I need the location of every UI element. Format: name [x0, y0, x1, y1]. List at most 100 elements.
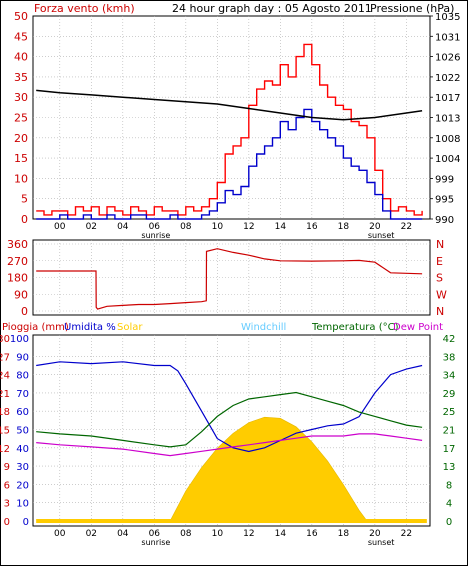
- pressure-tick-label: 1017: [435, 93, 460, 104]
- wind-x-tick-label: 12: [243, 222, 254, 232]
- temperature-tick-label: 25: [443, 407, 456, 418]
- wind-x-tick-label: 00: [54, 222, 66, 232]
- temperature-tick-label: 34: [443, 371, 456, 382]
- sunset-label-bottom: sunset: [368, 538, 395, 547]
- temperature-tick-label: 38: [443, 352, 456, 363]
- pressure-axis-label: Pressione (hPa): [370, 2, 454, 15]
- pressure-line: [36, 89, 423, 121]
- wind-pressure-panel: Forza vento (kmh) 24 hour graph day : 05…: [14, 2, 460, 240]
- wind-direction-line: [36, 248, 423, 310]
- temperature-tick-label: 42: [443, 334, 456, 345]
- dewpoint-axis-label: Dew Point: [393, 322, 443, 333]
- wind-x-tick-label: 04: [117, 222, 129, 232]
- direction-letter: N: [436, 238, 444, 251]
- pressure-axis-ticks: 990 995 999 1004 1008 1013 1017 1022 1026 1031 103…: [430, 12, 460, 226]
- direction-series: [36, 248, 423, 310]
- wind-x-tick-label: 08: [180, 222, 192, 232]
- humidity-tick-label: 10: [16, 499, 29, 510]
- climate-x-tick-label: 12: [243, 529, 254, 539]
- rain-tick-label: 27: [0, 352, 10, 363]
- climate-x-tick-label: 18: [338, 529, 350, 539]
- sunrise-label-bottom: sunrise: [141, 538, 170, 547]
- wind-x-tick-label: 06: [149, 222, 161, 232]
- pressure-tick-label: 1035: [435, 12, 460, 23]
- rain-tick-label: 3: [4, 499, 10, 510]
- direction-letter: W: [436, 288, 447, 301]
- solar-axis-label: Solar: [117, 322, 143, 333]
- direction-axis-ticks: 0 90 180 270 360: [7, 238, 28, 318]
- wind-axis-ticks: 0 5 10 15 20 25 30 35 40 45 50: [14, 10, 28, 226]
- climate-x-ticks: 00 02 04 06 08 10 12 14 16 18 20 22: [54, 529, 412, 539]
- climate-right-ticks: 0 4 8 13 17 21 25 29 34 38 42: [443, 334, 456, 528]
- wind-tick-label: 0: [21, 213, 28, 226]
- pressure-tick-label: 1008: [435, 134, 460, 145]
- wind-tick-label: 25: [14, 112, 28, 125]
- direction-letter: E: [436, 255, 443, 268]
- rain-axis-label: Pioggia (mm): [2, 322, 69, 333]
- wind-tick-label: 30: [14, 91, 28, 104]
- wind-x-tick-label: 18: [338, 222, 350, 232]
- rain-tick-label: 12: [0, 444, 10, 455]
- windchill-axis-label: Windchill: [241, 322, 286, 333]
- pressure-tick-label: 1022: [435, 73, 460, 84]
- climate-x-tick-label: 22: [401, 529, 412, 539]
- humidity-tick-label: 40: [16, 444, 29, 455]
- temperature-tick-label: 21: [443, 426, 456, 437]
- humidity-tick-label: 60: [16, 407, 29, 418]
- climate-x-tick-label: 08: [180, 529, 192, 539]
- rain-tick-label: 9: [4, 462, 10, 473]
- wind-x-tick-label: 20: [369, 222, 381, 232]
- wind-speed-line: [36, 108, 423, 220]
- dewpoint-line: [36, 433, 423, 457]
- wind-x-tick-label: 16: [306, 222, 318, 232]
- rain-tick-label: 21: [0, 389, 10, 400]
- rain-baseline-bar: [36, 519, 427, 523]
- wind-tick-label: 45: [14, 30, 28, 43]
- sunset-label: sunset: [368, 231, 395, 240]
- direction-tick-label: 0: [21, 305, 28, 318]
- wind-tick-label: 5: [21, 193, 28, 206]
- climate-x-tick-label: 02: [86, 529, 97, 539]
- wind-series: [36, 43, 423, 220]
- humidity-tick-label: 90: [16, 352, 29, 363]
- humidity-axis-label: Umidita %: [64, 322, 116, 333]
- humidity-tick-label: 100: [10, 334, 29, 345]
- sunrise-label: sunrise: [141, 231, 170, 240]
- wind-tick-label: 20: [14, 132, 28, 145]
- humidity-line: [36, 361, 423, 453]
- rain-tick-label: 6: [4, 480, 10, 491]
- wind-tick-label: 10: [14, 172, 28, 185]
- rain-tick-label: 24: [0, 371, 10, 382]
- direction-tick-label: 360: [7, 238, 28, 251]
- temperature-tick-label: 8: [446, 480, 452, 491]
- temperature-tick-label: 17: [443, 444, 456, 455]
- wind-tick-label: 15: [14, 152, 28, 165]
- temperature-tick-label: 4: [446, 499, 452, 510]
- climate-x-tick-label: 10: [212, 529, 224, 539]
- temperature-tick-label: 0: [446, 517, 452, 528]
- pressure-tick-label: 1004: [435, 154, 460, 165]
- wind-grid: [33, 16, 430, 219]
- rain-tick-label: 0: [4, 517, 10, 528]
- wind-x-ticks: 00 02 04 06 08 10 12 14 16 18 20 22: [54, 222, 412, 232]
- rain-tick-label: 18: [0, 407, 10, 418]
- climate-x-tick-label: 20: [369, 529, 381, 539]
- humidity-tick-label: 30: [16, 462, 29, 473]
- humidity-tick-label: 0: [23, 517, 29, 528]
- direction-letter: S: [436, 272, 443, 285]
- pressure-tick-label: 1026: [435, 53, 460, 64]
- climate-x-tick-label: 04: [117, 529, 129, 539]
- pressure-tick-label: 1013: [435, 114, 460, 125]
- wind-x-tick-label: 10: [212, 222, 224, 232]
- climate-x-tick-label: 16: [306, 529, 318, 539]
- wind-x-tick-label: 02: [86, 222, 97, 232]
- climate-series: [36, 361, 427, 523]
- climate-grid: [33, 335, 430, 526]
- wind-x-tick-label: 14: [275, 222, 287, 232]
- wind-tick-label: 50: [14, 10, 28, 23]
- humidity-tick-label: 20: [16, 480, 29, 491]
- climate-x-tick-label: 00: [54, 529, 66, 539]
